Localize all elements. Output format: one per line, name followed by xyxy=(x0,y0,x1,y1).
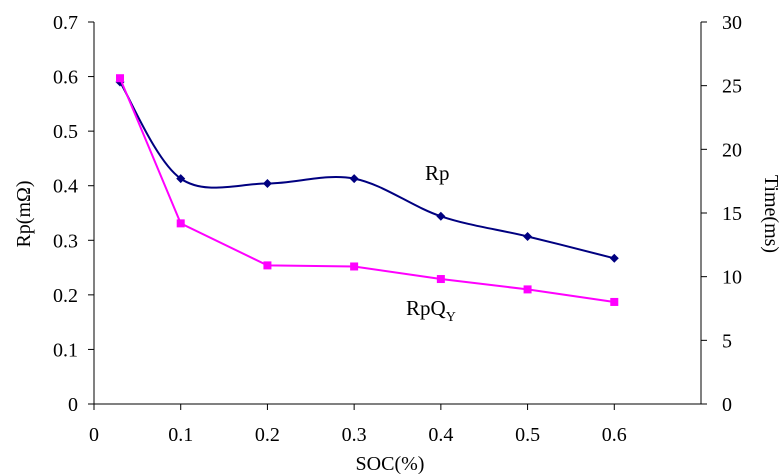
data-point-rpqy xyxy=(436,275,445,284)
data-point-rpqy xyxy=(176,219,185,228)
y-axis-left-title: Rp(mΩ) xyxy=(13,180,35,247)
y-left-tick-label: 0 xyxy=(68,394,78,416)
y-right-tick-label: 0 xyxy=(722,394,732,416)
x-tick-label: 0.6 xyxy=(602,424,627,446)
x-axis-title: SOC(%) xyxy=(356,453,425,474)
series-line-rp xyxy=(119,81,615,260)
x-tick-label: 0.3 xyxy=(342,424,367,446)
y-left-tick-label: 0.7 xyxy=(53,12,78,34)
series-label-rpqy-main: RpQ xyxy=(406,296,446,320)
series-label-rp: Rp xyxy=(425,161,450,185)
y-left-tick-label: 0.2 xyxy=(53,285,78,307)
series-label-rpqy: RpQY xyxy=(406,296,456,325)
data-point-rpqy xyxy=(610,297,619,306)
data-point-rp xyxy=(436,211,446,221)
x-tick-label: 0.2 xyxy=(255,424,280,446)
data-point-rpqy xyxy=(523,285,532,294)
data-point-rpqy xyxy=(116,74,125,83)
y-right-tick-label: 10 xyxy=(722,267,742,289)
y-axis-right-title: Time(ms) xyxy=(760,175,779,253)
data-point-rp xyxy=(349,174,359,184)
x-tick-label: 0.1 xyxy=(168,424,193,446)
axes: 0 0.1 0.2 0.3 0.4 0.5 0.6 0 0.1 0.2 0.3 0.4 0.5 0.6 0.… xyxy=(53,12,742,446)
y-right-tick-label: 25 xyxy=(722,76,742,98)
y-right-tick-label: 15 xyxy=(722,203,742,225)
x-tick-label: 0.4 xyxy=(428,424,453,446)
x-tick-label: 0.5 xyxy=(515,424,540,446)
data-point-rp xyxy=(609,253,619,263)
y-left-tick-label: 0.4 xyxy=(53,176,78,198)
data-point-rp xyxy=(523,231,533,241)
y-left-tick-label: 0.3 xyxy=(53,230,78,252)
data-point-rp xyxy=(262,179,272,189)
y-left-tick-label: 0.1 xyxy=(53,339,78,361)
data-point-rp xyxy=(176,174,186,184)
x-tick-label: 0 xyxy=(89,424,99,446)
data-point-rpqy xyxy=(263,261,272,270)
y-left-tick-label: 0.6 xyxy=(53,67,78,89)
series-label-rpqy-subscript: Y xyxy=(446,310,456,325)
y-right-tick-label: 30 xyxy=(722,12,742,34)
data-point-rpqy xyxy=(350,262,359,271)
y-right-tick-label: 5 xyxy=(722,330,732,352)
series-layer xyxy=(115,74,619,306)
y-right-tick-label: 20 xyxy=(722,139,742,161)
series-line-rpqy xyxy=(119,77,615,303)
y-left-tick-label: 0.5 xyxy=(53,121,78,143)
